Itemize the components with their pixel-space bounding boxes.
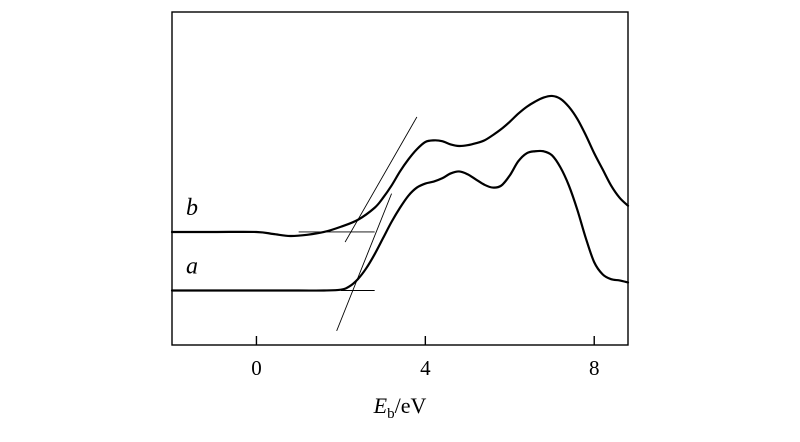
series-labels: ab — [186, 195, 198, 280]
x-axis-ticks: 0 4 8 — [251, 336, 599, 380]
series-b-line — [170, 94, 630, 238]
x-axis-title-main: E — [373, 393, 388, 418]
onset-tangent-lines — [298, 116, 418, 332]
plot-frame — [171, 11, 629, 346]
x-tick-label-8: 8 — [589, 356, 600, 380]
series-b-label: b — [186, 195, 198, 221]
series-a-label: a — [186, 254, 198, 280]
x-axis-title: Eb/eV — [373, 393, 427, 422]
series-a-line — [170, 149, 630, 292]
tangent-slope-b — [344, 116, 418, 243]
tangent-slope-a — [336, 193, 392, 332]
x-tick-label-4: 4 — [420, 356, 431, 380]
x-axis-title-unit: /eV — [395, 393, 427, 418]
x-axis-title-subscript: b — [387, 406, 395, 422]
x-tick-label-0: 0 — [251, 356, 262, 380]
spectrum-curves — [170, 94, 630, 292]
